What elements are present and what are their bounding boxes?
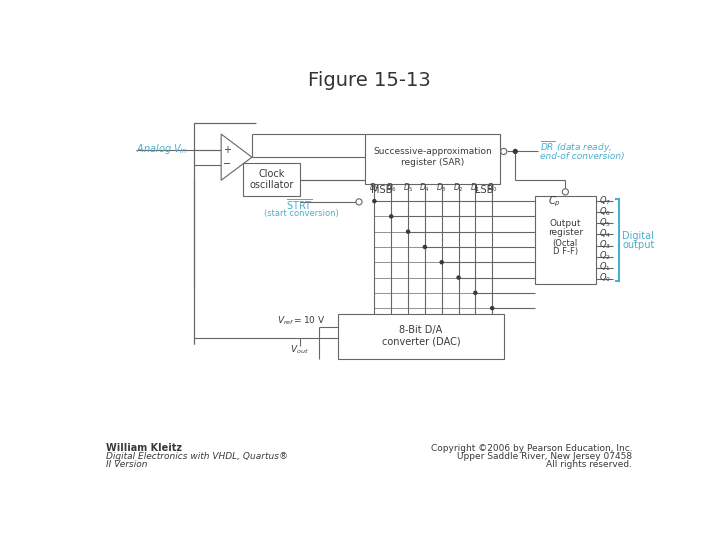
Text: $\overline{\mathrm{STRT}}$: $\overline{\mathrm{STRT}}$ xyxy=(287,198,313,212)
Text: $D_7$: $D_7$ xyxy=(369,182,380,194)
Circle shape xyxy=(562,189,568,195)
Text: $D_1$: $D_1$ xyxy=(470,182,481,194)
Text: register (SAR): register (SAR) xyxy=(401,158,464,167)
Text: D F-F): D F-F) xyxy=(553,247,578,256)
Text: All rights reserved.: All rights reserved. xyxy=(546,460,632,469)
Bar xyxy=(243,164,300,195)
Text: Analog $V_{in}$: Analog $V_{in}$ xyxy=(137,143,188,157)
Text: Successive-approximation: Successive-approximation xyxy=(373,147,492,156)
Text: 8-Bit D/A: 8-Bit D/A xyxy=(400,325,443,335)
Text: $Q_1$: $Q_1$ xyxy=(599,261,611,273)
Text: $Q_0$: $Q_0$ xyxy=(599,272,611,284)
Circle shape xyxy=(407,230,410,233)
Text: $\overline{DR}$ (data ready,: $\overline{DR}$ (data ready, xyxy=(540,140,612,155)
Text: $D_0$: $D_0$ xyxy=(487,182,498,194)
Text: $Q_5$: $Q_5$ xyxy=(599,217,611,229)
Text: converter (DAC): converter (DAC) xyxy=(382,337,460,347)
Text: register: register xyxy=(548,228,583,237)
Text: $D_5$: $D_5$ xyxy=(402,182,413,194)
Text: Digital: Digital xyxy=(622,231,654,241)
Text: output: output xyxy=(622,240,654,251)
Text: +: + xyxy=(223,145,231,156)
Text: $D_2$: $D_2$ xyxy=(453,182,464,194)
Text: Upper Saddle River, New Jersey 07458: Upper Saddle River, New Jersey 07458 xyxy=(457,452,632,461)
Circle shape xyxy=(390,215,393,218)
Text: $C_p$: $C_p$ xyxy=(548,194,561,209)
Text: $Q_2$: $Q_2$ xyxy=(599,249,611,262)
Text: $Q_6$: $Q_6$ xyxy=(599,205,611,218)
Text: $V_{out}$: $V_{out}$ xyxy=(290,343,309,356)
Text: $V_{ref} = 10$ V: $V_{ref} = 10$ V xyxy=(276,314,325,327)
Text: $Q_3$: $Q_3$ xyxy=(599,239,611,251)
Text: II Version: II Version xyxy=(106,460,147,469)
Text: MSB: MSB xyxy=(372,185,392,195)
Circle shape xyxy=(500,148,507,154)
Text: Figure 15-13: Figure 15-13 xyxy=(307,71,431,90)
Polygon shape xyxy=(221,134,252,180)
Text: Clock: Clock xyxy=(258,169,285,179)
Circle shape xyxy=(513,150,517,153)
Text: $D_4$: $D_4$ xyxy=(420,182,431,194)
Text: LSB: LSB xyxy=(475,185,494,195)
Text: $D_3$: $D_3$ xyxy=(436,182,447,194)
Circle shape xyxy=(423,245,426,248)
Text: −: − xyxy=(223,159,231,169)
Text: oscillator: oscillator xyxy=(249,180,294,190)
Bar xyxy=(365,134,500,184)
Bar xyxy=(534,195,596,284)
Text: (Octal: (Octal xyxy=(553,239,578,247)
Text: (start conversion): (start conversion) xyxy=(264,209,338,218)
Bar xyxy=(338,314,504,359)
Circle shape xyxy=(490,307,494,309)
Circle shape xyxy=(440,261,444,264)
Text: $D_6$: $D_6$ xyxy=(386,182,397,194)
Text: Copyright ©2006 by Pearson Education, Inc.: Copyright ©2006 by Pearson Education, In… xyxy=(431,444,632,453)
Circle shape xyxy=(457,276,460,279)
Text: William Kleitz: William Kleitz xyxy=(106,443,181,453)
Text: end-of conversion): end-of conversion) xyxy=(540,152,624,161)
Text: Digital Electronics with VHDL, Quartus®: Digital Electronics with VHDL, Quartus® xyxy=(106,452,288,461)
Text: $Q_4$: $Q_4$ xyxy=(599,227,611,240)
Circle shape xyxy=(373,200,376,202)
Circle shape xyxy=(474,291,477,294)
Text: Output: Output xyxy=(549,219,581,227)
Circle shape xyxy=(356,199,362,205)
Text: $Q_7$: $Q_7$ xyxy=(599,194,611,207)
